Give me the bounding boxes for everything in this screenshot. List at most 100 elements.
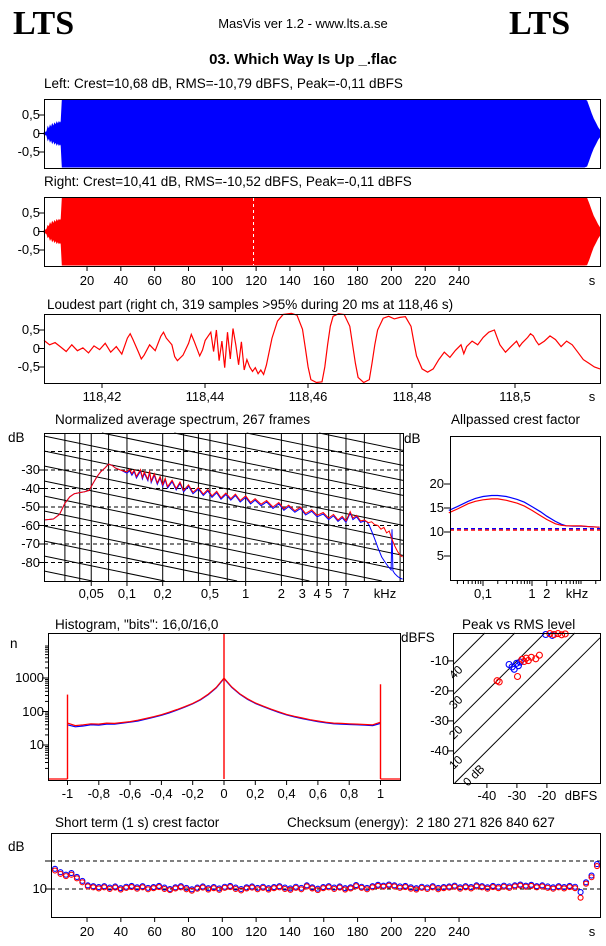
peak-rms-point-right — [558, 631, 566, 639]
st-point-right — [424, 885, 431, 893]
right-waveform-frame — [44, 197, 601, 267]
loudest-xtick-label: 118,44 — [185, 389, 225, 404]
st-point-right — [342, 886, 349, 893]
st-point-right — [62, 873, 69, 880]
st-point-right — [172, 885, 179, 892]
diagonal-grid — [43, 495, 404, 571]
spectrum-xtick-label: 5 — [325, 586, 333, 601]
st-xtick-label: 200 — [380, 924, 403, 939]
st-point-right — [478, 884, 486, 891]
spectrum-xunit-label: kHz — [373, 586, 397, 601]
histogram-xtick-label: 1 — [376, 786, 385, 801]
st-point-right — [353, 883, 360, 890]
st-point-right — [298, 886, 305, 893]
st-point-right — [550, 885, 557, 892]
st-point-right — [429, 884, 436, 891]
st-point-right — [495, 885, 502, 892]
left-waveform — [43, 99, 601, 168]
diagonal-grid — [43, 465, 404, 541]
st-point-right — [314, 887, 321, 894]
histogram-xtick-label: -1 — [61, 786, 74, 801]
peak-rms-xtick-label: -30 — [507, 788, 527, 803]
st-point-right — [385, 882, 393, 889]
loudest-unit-label: s — [588, 389, 596, 404]
diagonal-grid — [101, 432, 404, 496]
st-ytick-label: 10 — [32, 881, 47, 896]
st-point-right — [270, 885, 278, 892]
right-waveform-ytick-label: 0,5 — [21, 205, 40, 220]
peak-rms-point-right — [532, 655, 540, 663]
time-tick-label: 120 — [245, 273, 267, 288]
allpassed-ytick-label: 5 — [436, 548, 444, 563]
loudest-ytick-label: 0,5 — [21, 322, 40, 337]
spectrum-ytick-label: -80 — [21, 554, 40, 570]
spectrum-ytick-label: -30 — [21, 462, 40, 477]
st-point-right — [533, 884, 540, 891]
crest-diagonal — [454, 637, 601, 784]
st-point-right — [210, 885, 217, 892]
diagonal-grid — [43, 555, 165, 582]
allpassed-xtick-label: 0,1 — [473, 586, 493, 601]
histogram-title: Histogram, "bits": 16,0/16,0 — [55, 617, 219, 632]
st-point-right — [166, 887, 174, 894]
short-term-y-unit: dB — [8, 839, 25, 854]
st-point-right — [259, 884, 267, 891]
st-point-right — [484, 885, 491, 892]
time-tick-label: 60 — [147, 273, 162, 288]
st-point-right — [183, 886, 190, 893]
left-waveform-ytick-label: 0,5 — [21, 107, 40, 122]
st-point-right — [287, 886, 294, 893]
right-channel-stats: Right: Crest=10,41 dB, RMS=-10,52 dBFS, … — [44, 174, 412, 189]
st-point-right — [106, 885, 113, 893]
st-point-right — [451, 883, 458, 890]
histogram-ytick-label: 1000 — [15, 670, 44, 685]
lts-logo-right: LTS — [509, 5, 571, 42]
st-point-right — [79, 879, 86, 886]
st-point-right — [128, 883, 135, 891]
peak-rms-frame — [453, 633, 601, 784]
time-tick-label: 180 — [346, 273, 369, 288]
st-point-right — [413, 886, 420, 893]
spectrum-left-curve — [43, 463, 403, 580]
spectrum-y-unit: dB — [8, 430, 25, 445]
allpassed-ytick-label: 15 — [429, 500, 444, 515]
st-point-right — [446, 884, 453, 891]
time-tick-label: 40 — [113, 273, 129, 288]
st-point-right — [517, 882, 524, 889]
left-waveform-frame — [44, 99, 601, 169]
loudest-xtick-label: 118,46 — [288, 389, 328, 404]
peak-rms-point-left — [542, 630, 550, 639]
spectrum-xtick-label: 2 — [277, 586, 286, 601]
st-point-right — [161, 885, 168, 893]
st-point-right — [68, 871, 75, 878]
left-channel-stats: Left: Crest=10,68 dB, RMS=-10,79 dBFS, P… — [44, 76, 403, 91]
st-xtick-label: 140 — [279, 924, 301, 939]
st-point-right — [462, 884, 469, 891]
st-point-right — [232, 885, 239, 893]
peak-rms-point-right — [513, 672, 522, 681]
st-point-right — [139, 884, 146, 891]
left-waveform-ytick-label: 0 — [32, 125, 40, 141]
st-point-right — [227, 883, 234, 891]
time-tick-label: 20 — [79, 273, 95, 288]
st-point-right — [216, 886, 223, 893]
allpassed-xunit-label: kHz — [565, 586, 589, 601]
st-point-right — [150, 885, 157, 892]
st-point-right — [528, 882, 535, 889]
st-point-right — [57, 870, 64, 877]
st-point-right — [254, 886, 261, 893]
right-waveform-ytick-label: -0,5 — [17, 242, 40, 257]
checksum-value: 2 180 271 826 840 627 — [416, 815, 555, 830]
st-point-right — [380, 883, 387, 890]
time-tick-label: 140 — [279, 273, 301, 288]
peak-rms-ytick-label: -40 — [430, 742, 449, 758]
spectrum-xtick-label: 3 — [298, 586, 306, 601]
diagonal-grid — [174, 432, 404, 481]
st-point-right — [145, 886, 152, 893]
histogram-xtick-label: 0 — [220, 786, 228, 801]
st-point-right — [435, 886, 442, 893]
diagonal-grid — [43, 570, 93, 582]
histogram-xtick-label: -0,8 — [87, 786, 110, 801]
spectrum-ytick-label: -70 — [21, 536, 40, 551]
